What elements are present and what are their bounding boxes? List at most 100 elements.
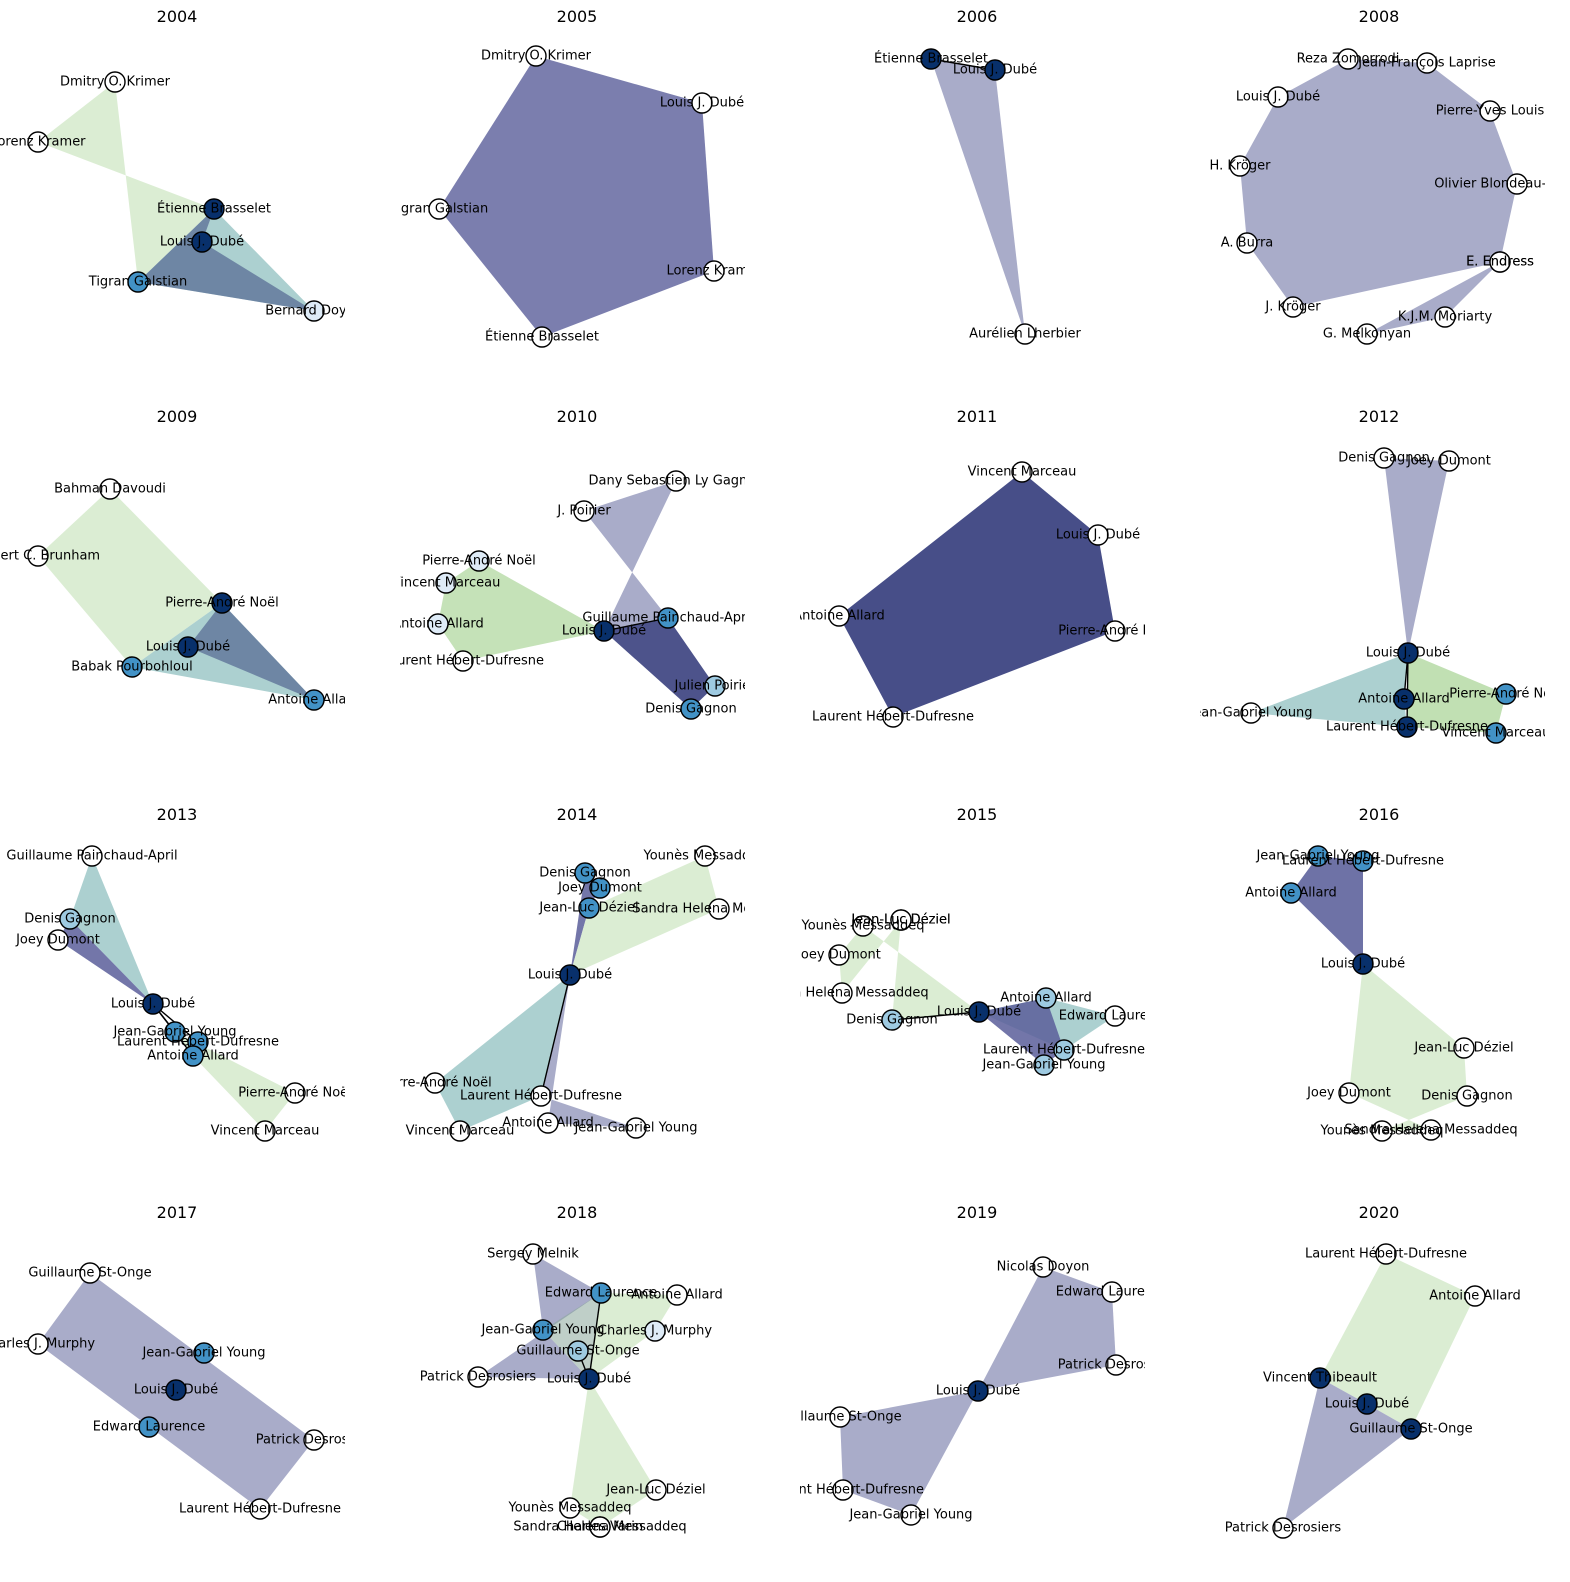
- author-label: Denis Gagnon: [645, 702, 737, 717]
- author-label: Nicolas Doyon: [997, 1260, 1090, 1275]
- author-node: [27, 1333, 49, 1355]
- author-node: [828, 944, 850, 966]
- author-node: [1464, 1285, 1486, 1307]
- author-label: Edward Laurence: [93, 1420, 205, 1435]
- author-label: Dany Sebastien Ly Gagnon: [589, 474, 764, 489]
- hull-2: [188, 603, 314, 700]
- author-node: [694, 845, 716, 867]
- author-label: Patrick Desrosiers: [420, 1370, 537, 1385]
- author-node: [968, 1001, 990, 1023]
- author-label: Louis J. Dubé: [547, 1372, 631, 1387]
- author-label: Laurent Hébert-Dufresne: [460, 1089, 622, 1104]
- author-node: [1371, 1120, 1393, 1142]
- panel-title: 2012: [1359, 407, 1400, 426]
- author-label: Louis J. Dubé: [1325, 1397, 1409, 1412]
- author-label: Jean-Gabriel Young: [848, 1508, 972, 1523]
- author-node: [574, 862, 596, 884]
- author-label: Étienne Brasselet: [157, 201, 271, 217]
- author-label: Patrick Desrosiers: [1225, 1521, 1342, 1536]
- author-node: [1438, 450, 1460, 472]
- panel-title: 2011: [957, 407, 998, 426]
- author-label: Laurent Hébert-Dufresne: [1326, 720, 1488, 735]
- author-node: [831, 982, 853, 1004]
- author-label: Jean-Gabriel Young: [480, 1323, 604, 1338]
- hull-1: [570, 856, 719, 975]
- author-label: Laurent Hébert-Dufresne: [179, 1502, 341, 1517]
- author-node: [890, 909, 912, 931]
- panel-title: 2009: [157, 407, 198, 426]
- author-label: Sandra Helena Messaddeq: [513, 1520, 686, 1535]
- author-node: [589, 877, 611, 899]
- author-node: [708, 898, 730, 920]
- author-node: [680, 698, 702, 720]
- author-node: [1506, 173, 1528, 195]
- author-node: [1282, 296, 1304, 318]
- hull-2: [435, 975, 570, 1131]
- author-label: Louis J. Dubé: [953, 63, 1037, 78]
- author-node: [1495, 683, 1517, 705]
- panel-title: 2010: [557, 407, 598, 426]
- hull-2: [979, 998, 1064, 1065]
- author-label: K.J.M. Moriarty: [1398, 310, 1493, 325]
- author-node: [1373, 447, 1395, 469]
- author-node: [1400, 1418, 1422, 1440]
- author-label: Laurent Hébert-Dufresne: [812, 710, 974, 725]
- author-label: Charles Varin: [557, 1520, 643, 1535]
- author-label: Pierre-André Noël: [422, 554, 536, 569]
- author-node: [1356, 323, 1378, 345]
- author-label: Vincent Marceau: [968, 465, 1077, 480]
- author-node: [191, 231, 213, 253]
- hull-0: [1291, 856, 1363, 964]
- author-node: [1485, 722, 1507, 744]
- author-label: Younès Messaddeq: [507, 1501, 631, 1516]
- author-label: Robert C. Brunham: [0, 549, 100, 564]
- author-label: Guillaume St-Onge: [778, 1410, 901, 1425]
- author-label: Edward Laurence: [1059, 1009, 1171, 1024]
- author-node: [530, 1085, 552, 1107]
- hull-1: [1283, 1378, 1411, 1528]
- panel-2010: 2010 Dany Sebastien Ly Gagnon J. Poirier Gu…: [400, 407, 764, 720]
- hull-2: [138, 209, 314, 311]
- author-node: [559, 1497, 581, 1519]
- author-node: [531, 326, 553, 348]
- author-node: [1434, 306, 1456, 328]
- author-label: Guillaume St-Onge: [28, 1266, 151, 1281]
- panel-title: 2018: [557, 1203, 598, 1222]
- author-label: Lorenz Kramer: [0, 135, 86, 150]
- author-node: [590, 1282, 612, 1304]
- author-node: [303, 689, 325, 711]
- author-node: [427, 613, 449, 635]
- author-node: [138, 1416, 160, 1438]
- author-label: Antoine Allard: [502, 1116, 594, 1131]
- author-label: Younès Messaddeq: [800, 919, 924, 934]
- author-node: [559, 964, 581, 986]
- author-label: Tigran Galstian: [88, 275, 187, 290]
- hull-0: [38, 489, 222, 667]
- author-label: Joey Dumont: [15, 933, 100, 948]
- author-label: Laurent Hébert-Dufresne: [117, 1035, 279, 1050]
- author-label: Antoine Allard: [1429, 1289, 1521, 1304]
- author-label: Jean-Gabriel Young: [1188, 706, 1312, 721]
- author-node: [104, 71, 126, 93]
- hull-0: [584, 481, 676, 631]
- author-label: Bernard Doyon: [265, 304, 363, 319]
- author-label: Lorenz Kramer: [666, 264, 762, 279]
- panel-title: 2016: [1359, 805, 1400, 824]
- author-node: [1236, 232, 1258, 254]
- author-label: Louis J. Dubé: [160, 235, 244, 250]
- panel-2013: 2013 Guillaume Painchaud-April Denis Gagno…: [6, 805, 345, 1142]
- author-label: Edward Laurence: [545, 1286, 657, 1301]
- author-label: Étienne Brasselet: [485, 329, 599, 345]
- author-label: Denis Gagnon: [539, 866, 631, 881]
- author-node: [967, 1380, 989, 1402]
- author-label: Laurent Hébert-Dufresne: [1282, 854, 1444, 869]
- author-node: [127, 271, 149, 293]
- author-node: [203, 198, 225, 220]
- author-label: Vincent Marceau: [211, 1124, 320, 1139]
- author-node: [525, 45, 547, 67]
- hull-1: [1349, 964, 1467, 1131]
- author-node: [593, 620, 615, 642]
- author-node: [424, 1072, 446, 1094]
- panel-2017: 2017 Guillaume St-Onge Charles J. Murphy Je…: [0, 1203, 345, 1520]
